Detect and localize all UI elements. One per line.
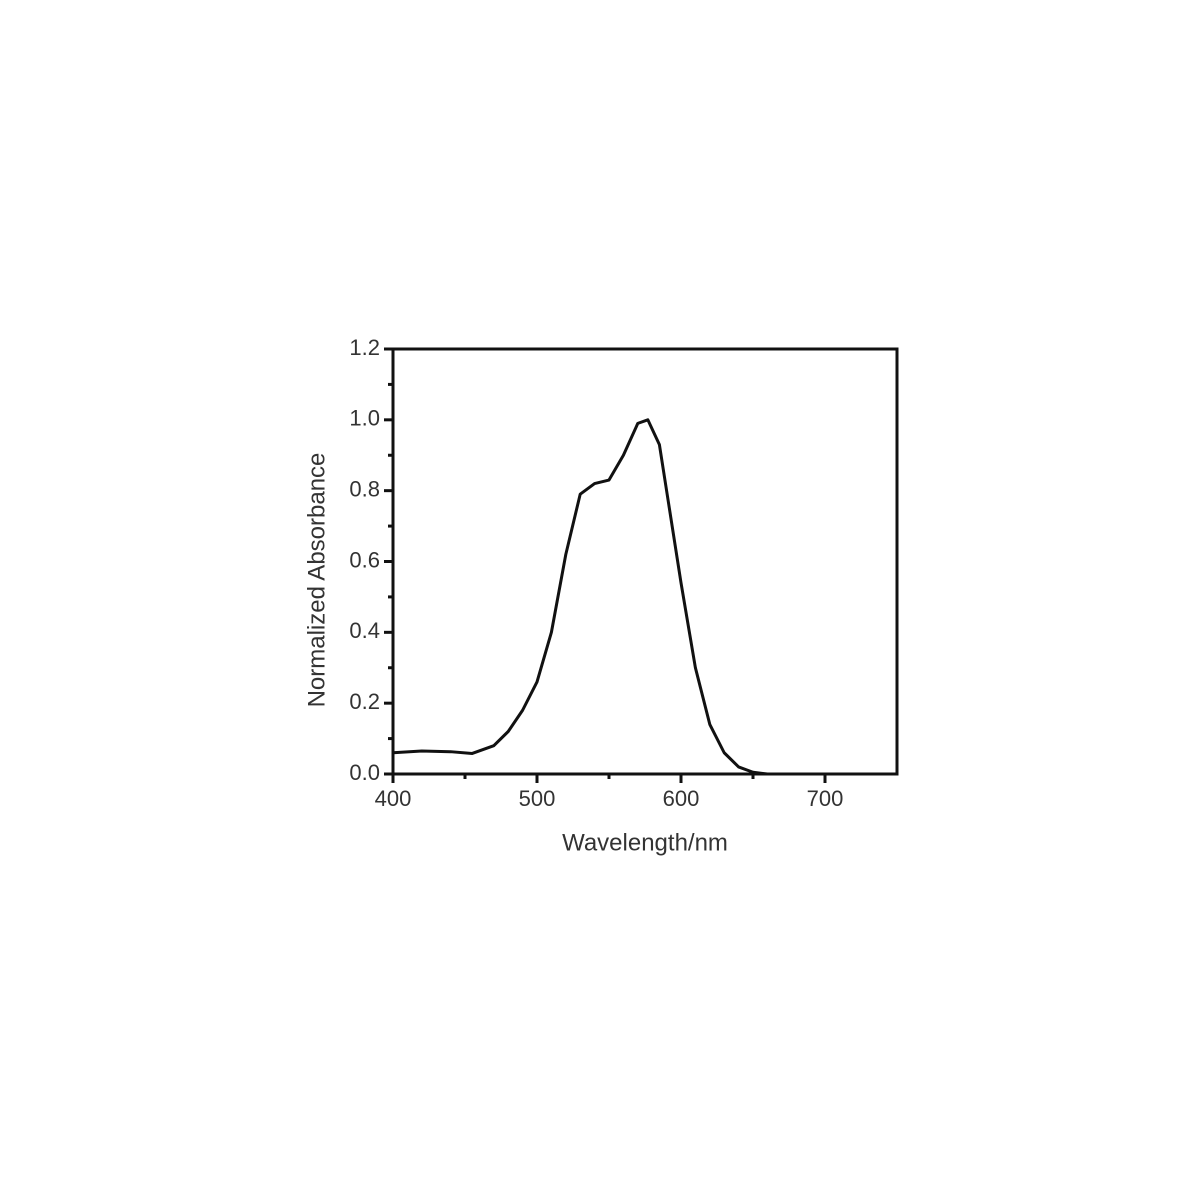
x-tick-label: 500 — [519, 786, 556, 811]
x-tick-label: 700 — [807, 786, 844, 811]
spectrum-line — [392, 418, 897, 776]
x-tick-label: 400 — [375, 786, 412, 811]
plot-frame — [391, 347, 899, 776]
y-tick-label: 1.2 — [349, 335, 380, 360]
y-tick-label: 1.0 — [349, 406, 380, 431]
x-tick-label: 600 — [663, 786, 700, 811]
y-tick-label: 0.8 — [349, 476, 380, 501]
y-tick-label: 0.4 — [349, 618, 380, 643]
y-tick-label: 0.2 — [349, 689, 380, 714]
y-tick-label: 0.6 — [349, 547, 380, 572]
y-tick-label: 0.0 — [349, 760, 380, 785]
y-axis-label: Normalized Absorbance — [303, 453, 330, 708]
x-axis-label: Wavelength/nm — [562, 829, 728, 856]
